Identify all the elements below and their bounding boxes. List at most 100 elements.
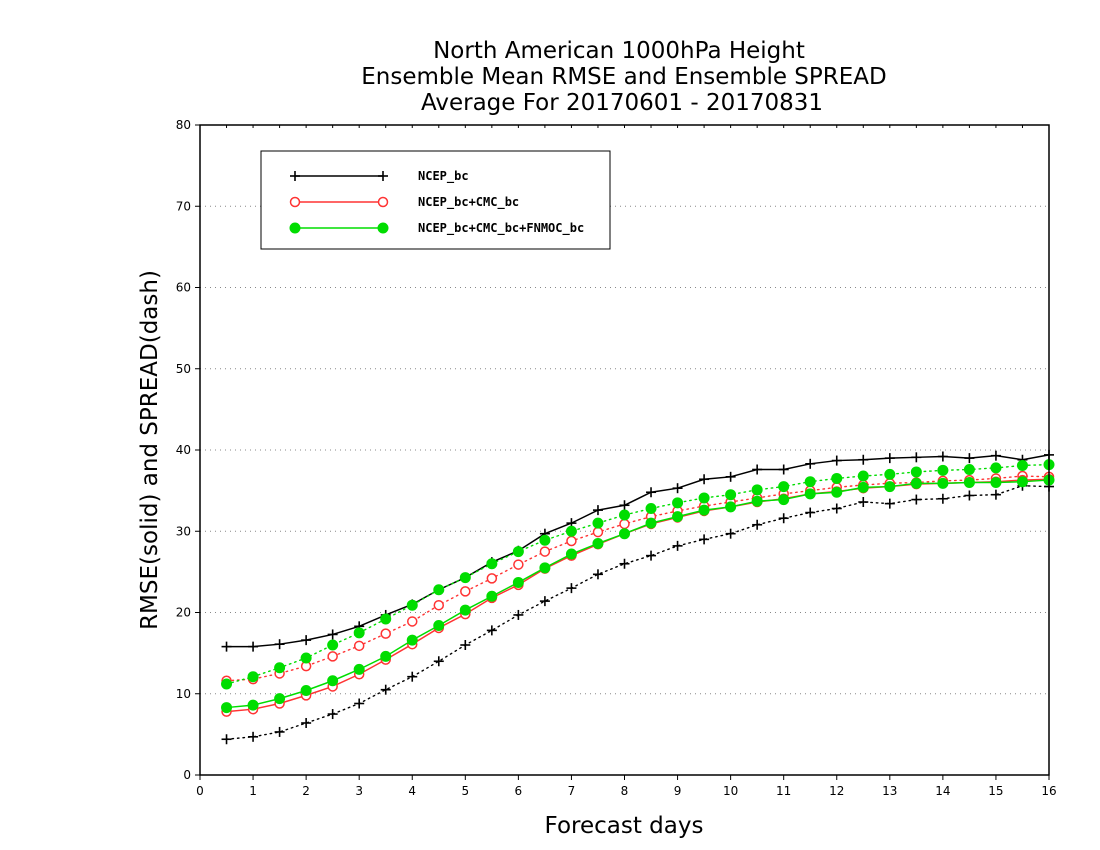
rmse-point — [619, 500, 630, 511]
x-tick-label: 5 — [461, 784, 469, 798]
rmse-point — [353, 663, 365, 675]
y-tick-label: 30 — [176, 524, 191, 538]
rmse-point — [858, 454, 869, 465]
rmse-point — [406, 634, 418, 646]
rmse-point — [274, 693, 286, 705]
spread-point — [645, 503, 657, 514]
y-tick-label: 80 — [176, 118, 191, 132]
spread-point — [274, 662, 286, 674]
spread-point — [407, 671, 418, 682]
spread-point — [247, 671, 259, 683]
spread-point — [354, 698, 365, 709]
spread-point — [327, 709, 338, 720]
spread-point — [433, 656, 444, 667]
legend-marker — [289, 196, 301, 208]
rmse-point — [937, 477, 949, 489]
spread-point — [884, 498, 895, 509]
spread-point — [486, 558, 498, 570]
spread-point — [221, 734, 232, 745]
spread-point — [619, 509, 630, 521]
rmse-point — [884, 481, 896, 493]
rmse-point — [619, 528, 630, 540]
x-tick-label: 7 — [568, 784, 576, 798]
rmse-line — [226, 479, 1050, 709]
spread-point — [433, 584, 445, 596]
spread-point — [990, 489, 1001, 500]
rmse-point — [831, 486, 843, 498]
legend-label: NCEP_bc+CMC_bc — [418, 195, 519, 210]
x-tick-label: 16 — [1041, 784, 1056, 798]
spread-line — [225, 485, 1050, 740]
x-tick-label: 6 — [515, 784, 523, 798]
spread-point — [592, 569, 603, 580]
spread-point — [327, 639, 339, 651]
rmse-point — [645, 517, 657, 529]
rmse-point — [327, 675, 339, 687]
rmse-point — [672, 511, 684, 523]
rmse-point — [937, 451, 948, 462]
spread-point — [301, 718, 312, 728]
spread-point — [964, 490, 975, 501]
spread-point — [646, 550, 657, 561]
spread-point — [274, 726, 285, 737]
rmse-point — [221, 702, 233, 714]
spread-point — [486, 625, 497, 636]
y-tick-label: 60 — [176, 281, 191, 295]
spread-point — [248, 731, 259, 742]
spread-point — [460, 586, 471, 597]
spread-point — [884, 468, 896, 480]
y-tick-label: 10 — [176, 687, 191, 701]
spread-point — [380, 684, 391, 695]
spread-point — [937, 493, 948, 504]
legend-entry-2: NCEP_bc+CMC_bc+FNMOC_bc — [289, 221, 584, 236]
spread-point — [857, 470, 869, 482]
legend: NCEP_bc NCEP_bc+CMC_bc NCEP_bc+CMC_bc+FNMO… — [260, 150, 611, 250]
rmse-point — [964, 453, 975, 464]
y-tick-label: 20 — [176, 606, 191, 620]
spread-point — [937, 464, 949, 476]
y-axis-label: RMSE(solid) and SPREAD(dash) — [137, 270, 163, 630]
spread-point — [751, 484, 763, 496]
rmse-point — [805, 458, 816, 469]
chart-title-line-1: North American 1000hPa Height — [433, 38, 805, 64]
rmse-point — [778, 464, 789, 475]
rmse-point — [1016, 476, 1028, 488]
rmse-point — [512, 576, 524, 588]
spread-point — [831, 503, 842, 514]
spread-point — [778, 513, 789, 524]
spread-point — [566, 583, 577, 594]
rmse-point — [248, 641, 259, 652]
x-tick-label: 12 — [829, 784, 844, 798]
legend-marker — [377, 222, 389, 234]
spread-point — [910, 466, 922, 478]
rmse-point — [433, 620, 445, 631]
legend-label: NCEP_bc+CMC_bc+FNMOC_bc — [418, 221, 584, 236]
x-axis-label: Forecast days — [545, 813, 704, 839]
spread-point — [353, 627, 365, 639]
spread-point — [672, 497, 684, 509]
y-tick-label: 70 — [176, 199, 191, 213]
rmse-point — [486, 590, 498, 602]
spread-point — [831, 472, 843, 484]
legend-marker — [377, 196, 389, 208]
rmse-point — [327, 629, 338, 640]
spread-point — [592, 517, 604, 529]
spread-point — [725, 489, 737, 501]
rmse-point — [831, 455, 842, 466]
x-tick-label: 14 — [935, 784, 950, 798]
rmse-point — [725, 471, 736, 482]
spread-point — [805, 507, 816, 518]
legend-box — [260, 150, 611, 250]
spread-point — [221, 678, 233, 690]
series-layer — [221, 449, 1055, 745]
rmse-point — [300, 685, 312, 696]
x-tick-label: 15 — [988, 784, 1003, 798]
x-tick-label: 13 — [882, 784, 897, 798]
spread-point — [592, 526, 604, 538]
spread-point — [513, 609, 524, 620]
gridlines — [200, 205, 1049, 695]
spread-point — [1016, 459, 1028, 471]
rmse-point — [963, 477, 975, 488]
